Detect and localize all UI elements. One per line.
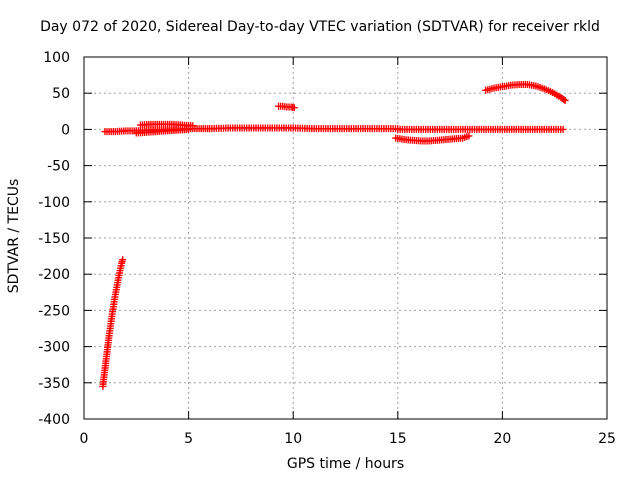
y-tick-label: -150 xyxy=(38,231,70,247)
data-point xyxy=(560,95,568,103)
data-points xyxy=(99,81,569,390)
y-tick-label: -350 xyxy=(38,376,70,392)
y-tick-label: -200 xyxy=(38,267,70,283)
data-point xyxy=(119,256,127,264)
chart-title: Day 072 of 2020, Sidereal Day-to-day VTE… xyxy=(40,19,600,35)
series-negative-dip xyxy=(392,132,473,145)
series-short-arc xyxy=(275,102,298,112)
series-baseline-mid xyxy=(206,124,402,133)
series-baseline-late xyxy=(394,125,567,133)
x-tick-label: 10 xyxy=(284,431,302,447)
series-positive-arc xyxy=(482,81,569,104)
y-tick-label: -50 xyxy=(47,159,70,175)
series-arc-lower-early xyxy=(132,125,193,137)
x-axis-label: GPS time / hours xyxy=(286,456,405,472)
data-point xyxy=(465,132,473,140)
y-tick-label: -300 xyxy=(38,340,70,356)
axis-ticks: 100 50 0 -50 -100 -150 -200 -250 -300 -350 -400 0 5 1… xyxy=(38,50,616,447)
y-tick-label: -400 xyxy=(38,412,70,428)
grid-lines xyxy=(84,57,607,419)
x-tick-label: 25 xyxy=(598,431,616,447)
y-tick-label: -100 xyxy=(38,195,70,211)
y-tick-label: 50 xyxy=(52,86,70,102)
x-tick-label: 0 xyxy=(80,431,89,447)
y-axis-label: SDTVAR / TECUs xyxy=(6,178,22,294)
x-tick-label: 5 xyxy=(184,431,193,447)
y-tick-label: 0 xyxy=(61,122,70,138)
data-point xyxy=(290,104,298,112)
data-point xyxy=(561,96,569,104)
y-tick-label: -250 xyxy=(38,303,70,319)
data-point xyxy=(559,125,567,133)
data-point xyxy=(189,122,197,130)
series-arc-upper-early xyxy=(136,120,197,130)
x-tick-label: 20 xyxy=(493,431,511,447)
x-tick-label: 15 xyxy=(389,431,407,447)
data-point xyxy=(185,125,193,133)
series-steep-descent xyxy=(99,256,127,390)
y-tick-label: 100 xyxy=(43,50,70,66)
